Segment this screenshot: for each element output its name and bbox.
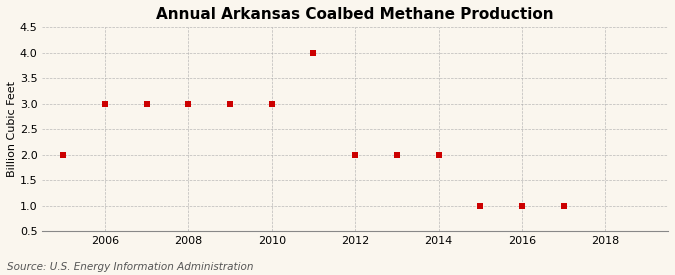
Y-axis label: Billion Cubic Feet: Billion Cubic Feet [7, 81, 17, 177]
Text: Source: U.S. Energy Information Administration: Source: U.S. Energy Information Administ… [7, 262, 253, 272]
Title: Annual Arkansas Coalbed Methane Production: Annual Arkansas Coalbed Methane Producti… [157, 7, 554, 22]
